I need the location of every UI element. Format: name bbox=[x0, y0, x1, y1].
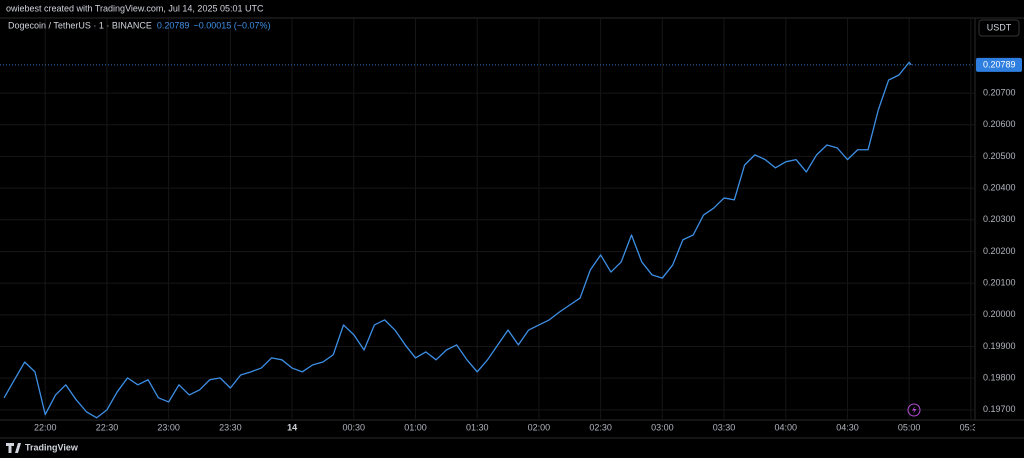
grid bbox=[0, 18, 975, 420]
y-tick-label: 0.20500 bbox=[983, 151, 1016, 161]
brand: TradingView bbox=[25, 442, 79, 452]
x-tick-label: 02:00 bbox=[528, 422, 551, 432]
plot bbox=[0, 61, 975, 419]
x-tick-label: 04:30 bbox=[836, 422, 859, 432]
x-tick-label: 03:30 bbox=[713, 422, 736, 432]
y-tick-label: 0.19800 bbox=[983, 373, 1016, 383]
x-tick-label: 00:30 bbox=[343, 422, 366, 432]
y-tick-label: 0.20100 bbox=[983, 278, 1016, 288]
last-price-box bbox=[976, 57, 1022, 72]
header-change: −0.00015 (−0.07%) bbox=[193, 20, 270, 30]
symbol-title: Dogecoin / TetherUS · 1 · BINANCE bbox=[8, 20, 152, 30]
y-tick-label: 0.20700 bbox=[983, 87, 1016, 97]
x-tick-label: 04:00 bbox=[774, 422, 797, 432]
x-tick-label: 01:30 bbox=[466, 422, 489, 432]
y-tick-label: 0.19700 bbox=[983, 404, 1016, 414]
header-price: 0.20789 bbox=[157, 20, 190, 30]
x-tick-label: 23:00 bbox=[157, 422, 180, 432]
x-tick-label: 05:00 bbox=[898, 422, 921, 432]
x-tick-label: 01:00 bbox=[404, 422, 427, 432]
x-tick-label: 23:30 bbox=[219, 422, 242, 432]
x-tick-label: 22:30 bbox=[96, 422, 119, 432]
y-tick-label: 0.20400 bbox=[983, 182, 1016, 192]
brand-logo bbox=[6, 443, 21, 453]
alert-bolt bbox=[912, 406, 917, 414]
price-line bbox=[3, 61, 912, 419]
credit: owiebest created with TradingView.com, J… bbox=[6, 3, 264, 13]
time-axis: 22:00 22:30 23:00 23:30 14 00:30 01:00 01:30 02:… bbox=[34, 422, 983, 432]
price-axis: 0.19700 0.19800 0.19900 0.20000 0.20100 0.202… bbox=[976, 57, 1022, 414]
y-tick-label: 0.20000 bbox=[983, 309, 1016, 319]
alert-icon[interactable] bbox=[907, 403, 921, 417]
unit-box bbox=[978, 19, 1020, 37]
y-tick-label: 0.20200 bbox=[983, 246, 1016, 256]
y-tick-label: 0.19900 bbox=[983, 341, 1016, 351]
y-tick-label: 0.20300 bbox=[983, 214, 1016, 224]
y-tick-label: 0.20600 bbox=[983, 119, 1016, 129]
last-price-label: 0.20789 bbox=[983, 59, 1016, 69]
x-tick-label: 03:00 bbox=[651, 422, 674, 432]
x-tick-label: 14 bbox=[287, 422, 297, 432]
axis-unit: USDT bbox=[987, 22, 1012, 32]
x-tick-label: 22:00 bbox=[34, 422, 57, 432]
x-tick-label: 05:30 bbox=[960, 422, 983, 432]
x-tick-label: 02:30 bbox=[589, 422, 612, 432]
